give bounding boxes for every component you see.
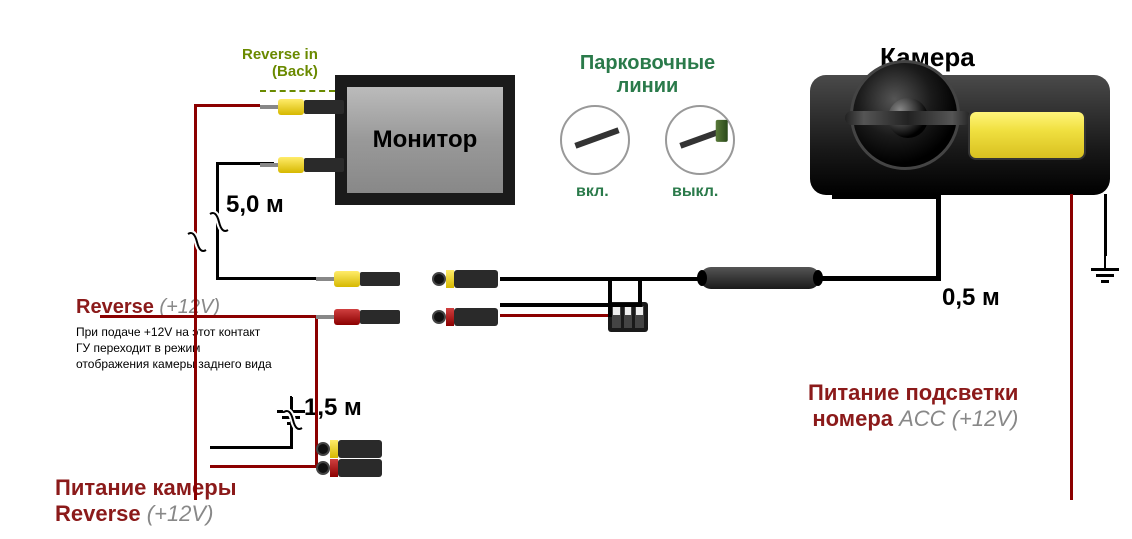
length-5m: 5,0 м [226,191,284,219]
camera-power-label: Питание камеры Reverse (+12V) [55,475,237,527]
wire-segment [936,194,941,281]
wire-segment [638,277,642,307]
license-light [968,110,1086,160]
reverse-in-trace [260,90,335,92]
off-label: выкл. [672,183,718,201]
cable-break-icon [186,230,208,254]
cable-break-icon [282,408,304,432]
wire-segment [1070,194,1073,500]
rca-jack-yellow [432,268,498,290]
reverse-note: При подаче +12V на этот контакт ГУ перех… [76,324,272,373]
wire-segment [210,446,292,449]
parking-on-icon [560,105,630,175]
wire-segment [194,104,260,107]
wire-segment [818,276,940,281]
parking-off-icon [665,105,735,175]
rca-jack-red [432,306,498,328]
reverse-in-label: Reverse in (Back) [242,46,318,80]
wire-segment [210,465,318,468]
cable-barrel [700,267,820,289]
wire-segment [500,303,640,307]
wire-segment [832,194,940,199]
wire-segment [500,277,700,281]
light-power-label: Питание подсветки номера ACC (+12V) [808,380,1018,432]
rca-plug-yellow [260,154,344,176]
wire-segment [216,277,316,280]
ground-symbol [1090,254,1120,283]
camera-lens [850,60,960,170]
rca-jack-red [316,457,382,479]
cable-break-icon [208,210,230,234]
wire-segment [1104,194,1107,256]
length-0-5m: 0,5 м [942,284,1000,312]
rca-plug-yellow [316,268,400,290]
length-1-5m: 1,5 м [304,394,362,422]
parking-lines-label: Парковочные линии [560,52,735,98]
monitor-label: Монитор [373,126,478,154]
rca-plug-yellow [260,96,344,118]
wire-segment [608,277,612,317]
rca-plug-red [316,306,400,328]
wire-segment [194,104,197,500]
on-label: вкл. [576,183,609,201]
wire-segment [500,314,610,317]
monitor-box: Монитор [335,75,515,205]
wire-segment [100,315,316,318]
